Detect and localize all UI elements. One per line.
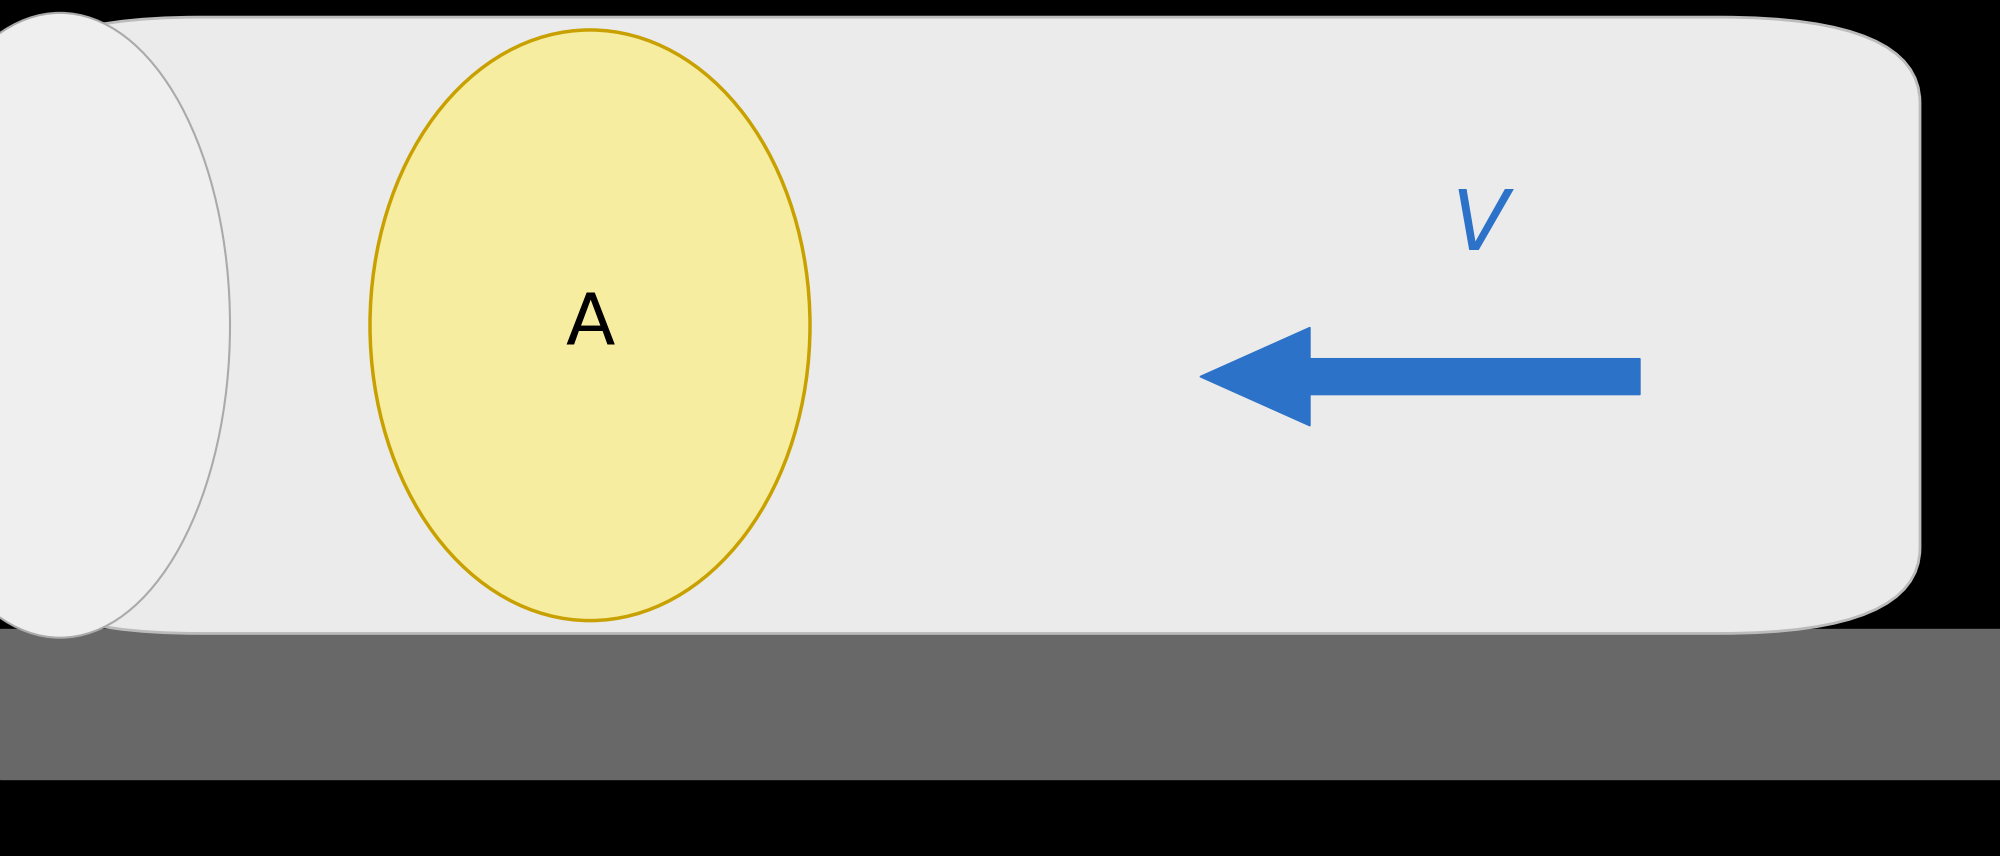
Bar — [0, 779, 2000, 856]
Ellipse shape — [0, 13, 230, 638]
Bar — [0, 629, 2000, 779]
FancyBboxPatch shape — [0, 17, 1920, 633]
Text: A: A — [566, 291, 614, 360]
Ellipse shape — [370, 30, 810, 621]
Text: V: V — [1452, 187, 1508, 267]
FancyArrow shape — [1200, 327, 1640, 425]
